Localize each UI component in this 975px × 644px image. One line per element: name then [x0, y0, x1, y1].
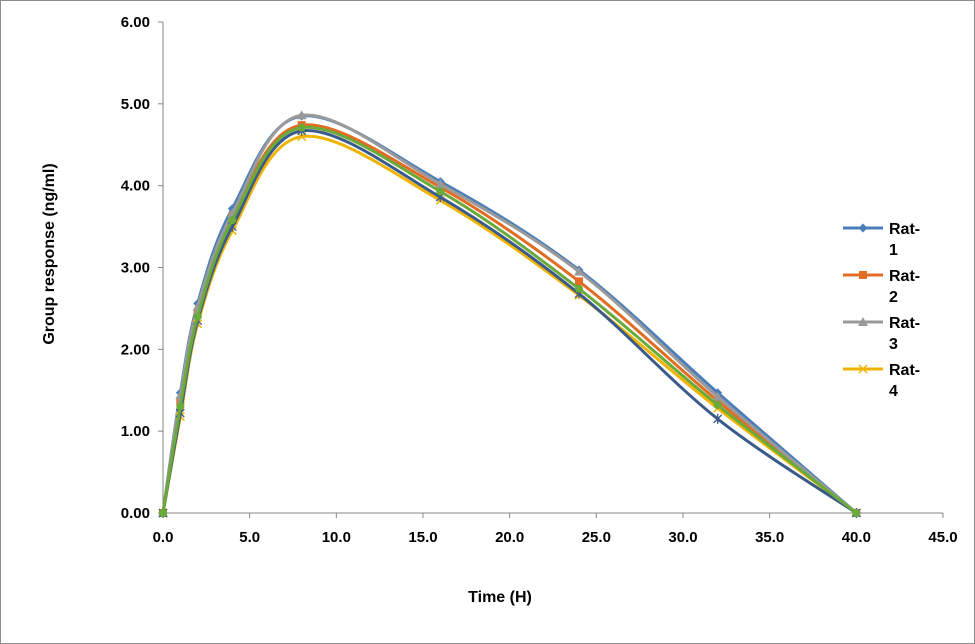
data-point — [228, 216, 237, 225]
legend: Rat- 1 Rat- 2 Rat- 3 Rat- 4 — [843, 221, 920, 400]
data-point — [575, 284, 583, 293]
y-tick-label: 1.00 — [121, 423, 150, 440]
y-tick-label: 3.00 — [121, 260, 150, 277]
data-point — [297, 123, 306, 132]
series-line — [161, 113, 858, 515]
series-line — [161, 123, 858, 515]
legend-label-line1: Rat- — [889, 315, 920, 332]
y-tick-label: 4.00 — [121, 178, 150, 195]
legend-label-line2: 1 — [889, 242, 898, 259]
x-tick-label: 5.0 — [239, 529, 260, 546]
x-tick-label: 10.0 — [322, 529, 351, 546]
data-point — [296, 110, 307, 120]
series-4 — [158, 132, 861, 518]
series-line — [161, 129, 858, 515]
data-point — [852, 509, 861, 517]
legend-label-line1: Rat- — [889, 268, 920, 285]
y-tick-label: 5.00 — [121, 96, 150, 113]
legend-label-line2: 3 — [889, 336, 898, 353]
data-point — [436, 187, 445, 196]
series-6 — [159, 123, 861, 517]
x-tick-label: 0.0 — [153, 529, 174, 546]
x-tick-label: 25.0 — [582, 529, 611, 546]
data-point — [574, 266, 584, 276]
data-point — [193, 312, 202, 321]
y-tick-label: 6.00 — [121, 14, 150, 31]
legend-label-line1: Rat- — [889, 221, 920, 238]
data-point — [713, 400, 722, 409]
series-1 — [158, 111, 861, 518]
legend-label-line2: 4 — [889, 383, 898, 400]
data-point — [435, 179, 446, 189]
x-tick-label: 20.0 — [495, 529, 524, 546]
series-5 — [158, 125, 861, 518]
legend-item-2: Rat- 2 — [843, 268, 920, 306]
y-tick-label: 2.00 — [121, 341, 150, 358]
x-tick-label: 35.0 — [755, 529, 784, 546]
data-point — [713, 413, 723, 424]
data-point — [713, 396, 722, 405]
legend-swatch-marker — [858, 364, 868, 374]
series-2 — [159, 121, 861, 517]
data-point — [176, 402, 185, 411]
legend-swatch-marker — [858, 317, 868, 326]
legend-swatch-marker — [858, 223, 868, 233]
y-tick-label: 0.00 — [121, 505, 150, 522]
data-point — [159, 509, 167, 517]
x-tick-label: 45.0 — [928, 529, 957, 546]
x-tick-label: 40.0 — [842, 529, 871, 546]
marker-stroke — [858, 364, 868, 374]
series-line — [161, 134, 858, 515]
legend-item-3: Rat- 3 — [843, 315, 920, 353]
x-tick-label: 30.0 — [668, 529, 697, 546]
series-line — [161, 114, 858, 515]
series-line — [161, 125, 858, 515]
y-axis-title: Group response (ng/ml) — [41, 163, 58, 344]
data-point — [575, 277, 583, 286]
data-point — [712, 391, 723, 401]
legend-label-line1: Rat- — [889, 362, 920, 379]
x-axis-title: Time (H) — [468, 589, 532, 606]
series-layer — [158, 110, 862, 518]
legend-label-line2: 2 — [889, 289, 898, 306]
x-tick-label: 15.0 — [408, 529, 437, 546]
axes: 0.00 1.00 2.00 3.00 4.00 5.00 6.00 0.0 5.0 10.0 15… — [121, 14, 958, 546]
legend-item-1: Rat- 1 — [843, 221, 920, 259]
legend-item-4: Rat- 4 — [843, 362, 920, 400]
legend-swatch-marker — [859, 271, 867, 279]
